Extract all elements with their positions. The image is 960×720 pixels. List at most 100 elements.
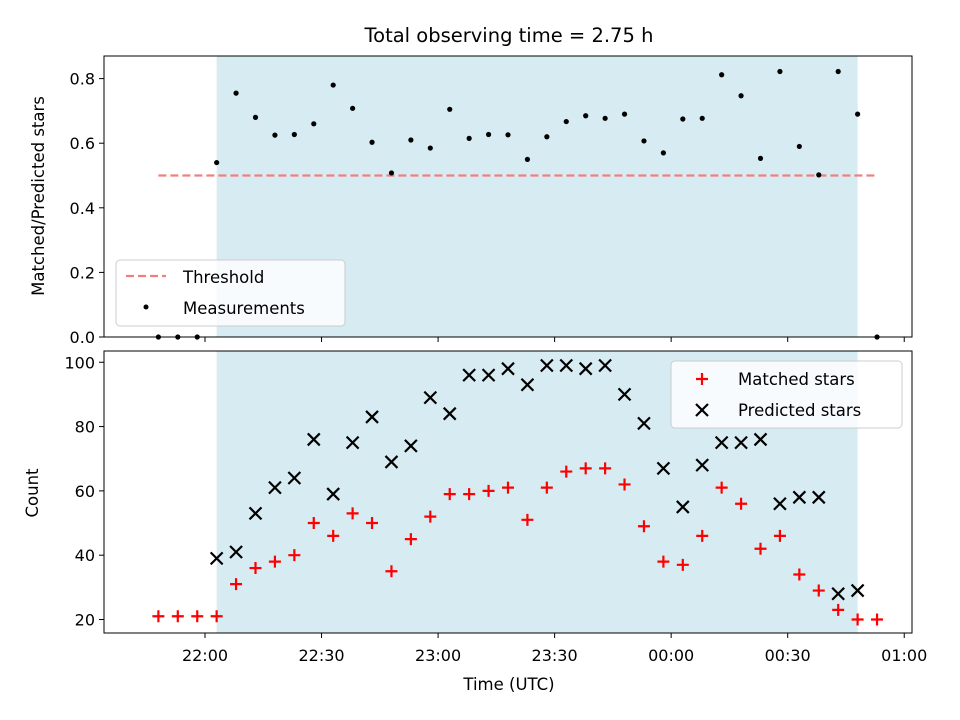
measurement-point bbox=[621, 111, 628, 117]
matched-star-marker bbox=[871, 613, 884, 626]
matched-star-marker bbox=[735, 497, 748, 510]
predicted-star-marker bbox=[365, 410, 379, 424]
measurement-point bbox=[505, 132, 511, 138]
x-tick-label: 01:00 bbox=[881, 646, 927, 665]
bottom-y-axis: 20 40 60 80 100 bbox=[64, 353, 104, 629]
predicted-star-marker bbox=[442, 406, 457, 421]
top-legend-box bbox=[115, 259, 346, 327]
measurement-point bbox=[835, 68, 841, 75]
matched-star-marker bbox=[696, 529, 709, 542]
bottom-legend: Matched stars Predicted stars bbox=[670, 360, 903, 429]
bottom-y-tick-label: 100 bbox=[64, 353, 95, 372]
measurement-point bbox=[563, 118, 569, 125]
matched-star-marker bbox=[599, 462, 612, 475]
predicted-stars-markers bbox=[209, 358, 865, 601]
predicted-star-marker bbox=[540, 358, 554, 373]
chart-title: Total observing time = 2.75 h bbox=[364, 24, 654, 47]
top-y-tick-label: 0.2 bbox=[70, 263, 95, 282]
measurement-point bbox=[777, 68, 783, 75]
top-y-tick-label: 0.0 bbox=[70, 328, 95, 347]
top-y-tick-label: 0.8 bbox=[70, 70, 95, 89]
measurement-point bbox=[485, 131, 492, 138]
x-tick-label: 22:30 bbox=[298, 646, 344, 665]
measurement-point bbox=[291, 131, 297, 138]
matched-star-marker bbox=[288, 549, 301, 562]
measurement-point bbox=[369, 139, 375, 145]
predicted-star-marker bbox=[462, 368, 476, 382]
matched-star-marker bbox=[249, 562, 262, 575]
bottom-plot-frame bbox=[103, 350, 913, 634]
legend-predicted-label: Predicted stars bbox=[738, 401, 861, 420]
measurement-point bbox=[330, 82, 336, 88]
matched-star-marker bbox=[327, 529, 340, 542]
predicted-star-marker bbox=[637, 416, 651, 431]
matched-star-marker bbox=[579, 462, 592, 475]
predicted-star-marker bbox=[501, 361, 515, 376]
matched-star-marker bbox=[676, 558, 689, 571]
matched-star-marker bbox=[715, 481, 728, 494]
matched-star-marker bbox=[191, 610, 204, 623]
measurement-point bbox=[233, 90, 239, 96]
matched-star-marker bbox=[404, 533, 417, 546]
measurement-point bbox=[252, 114, 259, 120]
legend-matched-swatch bbox=[696, 373, 708, 385]
legend-predicted-swatch bbox=[695, 403, 709, 417]
matched-star-marker bbox=[152, 610, 165, 623]
predicted-star-marker bbox=[404, 439, 418, 453]
predicted-star-marker bbox=[792, 490, 807, 505]
predicted-star-marker bbox=[578, 361, 593, 376]
matched-star-marker bbox=[773, 529, 786, 542]
legend-matched-label: Matched stars bbox=[738, 370, 855, 389]
matched-star-marker bbox=[754, 542, 767, 555]
measurement-point bbox=[544, 134, 550, 140]
top-y-tick-label: 0.6 bbox=[70, 134, 95, 153]
predicted-star-marker bbox=[229, 545, 243, 559]
predicted-star-marker bbox=[656, 461, 671, 476]
predicted-star-marker bbox=[676, 500, 690, 514]
x-tick-label: 23:00 bbox=[415, 646, 461, 665]
x-tick-label: 00:30 bbox=[765, 646, 811, 665]
legend-threshold-label: Threshold bbox=[182, 268, 264, 287]
predicted-star-marker bbox=[714, 435, 729, 450]
matched-star-marker bbox=[385, 565, 398, 578]
bottom-y-tick-label: 60 bbox=[75, 482, 95, 501]
measurement-point bbox=[583, 113, 589, 119]
predicted-star-marker bbox=[268, 480, 282, 495]
legend-measurements-label: Measurements bbox=[183, 299, 305, 318]
bottom-x-axis: 22:00 22:30 23:00 23:30 00:00 00:30 01:00 bbox=[182, 633, 927, 665]
top-measurement-points bbox=[155, 68, 880, 340]
predicted-star-marker bbox=[831, 586, 845, 601]
measurement-point bbox=[602, 115, 608, 121]
matched-star-marker bbox=[210, 610, 223, 623]
measurement-point bbox=[447, 106, 453, 112]
bottom-y-tick-label: 80 bbox=[75, 418, 95, 437]
measurement-point bbox=[427, 145, 433, 151]
matched-star-marker bbox=[482, 484, 495, 497]
predicted-star-marker bbox=[559, 358, 574, 373]
matched-star-marker bbox=[502, 481, 514, 494]
matched-star-marker bbox=[832, 603, 845, 616]
measurement-point bbox=[350, 105, 356, 111]
predicted-star-marker bbox=[326, 487, 340, 501]
top-plot-frame bbox=[103, 55, 913, 338]
predicted-star-marker bbox=[850, 583, 865, 598]
matched-star-marker bbox=[521, 513, 534, 526]
predicted-star-marker bbox=[753, 432, 768, 447]
matched-star-marker bbox=[171, 610, 184, 623]
x-tick-label: 22:00 bbox=[182, 646, 228, 665]
bottom-panel: 20 40 60 80 100 22:00 22:30 23:00 23:30 00:00 00:… bbox=[23, 350, 927, 694]
matched-star-marker bbox=[443, 488, 456, 501]
measurement-point bbox=[738, 93, 744, 99]
top-legend: Threshold Measurements bbox=[115, 259, 346, 327]
measurement-point bbox=[272, 132, 278, 138]
bottom-y-axis-label: Count bbox=[23, 468, 42, 518]
measurement-point bbox=[214, 159, 220, 166]
measurement-point bbox=[641, 138, 647, 144]
predicted-star-marker bbox=[345, 435, 360, 450]
matched-star-marker bbox=[540, 481, 553, 494]
matched-star-marker bbox=[424, 510, 437, 523]
predicted-star-marker bbox=[384, 455, 399, 469]
predicted-star-marker bbox=[617, 387, 632, 402]
x-axis-label: Time (UTC) bbox=[462, 675, 554, 694]
predicted-star-marker bbox=[734, 435, 748, 450]
